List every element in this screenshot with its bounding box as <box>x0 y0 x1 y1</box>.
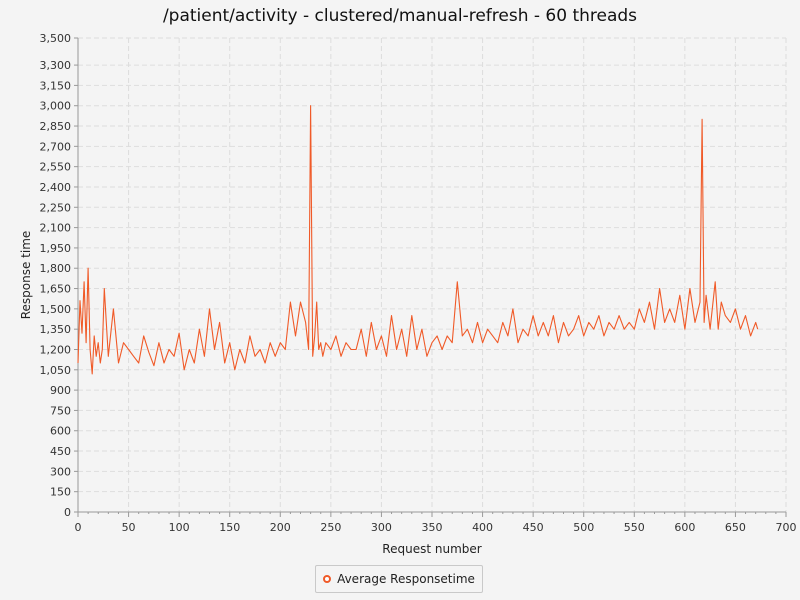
y-tick-label: 2,400 <box>40 181 72 194</box>
y-tick-label: 2,550 <box>40 161 72 174</box>
x-tick-label: 650 <box>725 521 746 534</box>
y-tick-label: 2,100 <box>40 222 72 235</box>
grid-lines <box>77 37 787 513</box>
y-tick-label: 3,500 <box>40 32 72 45</box>
x-tick-label: 450 <box>523 521 544 534</box>
y-tick-label: 1,800 <box>40 262 72 275</box>
x-axis-ticks: 0 50 100 150 200 250 300 350 400 450 500 550 600 650 7… <box>75 512 797 534</box>
y-tick-label: 1,950 <box>40 242 72 255</box>
x-tick-label: 200 <box>270 521 291 534</box>
chart-title: /patient/activity - clustered/manual-ref… <box>162 6 638 26</box>
y-axis-ticks: 0 150 300 450 600 750 900 1,050 1,200 1,350 1,500 1… <box>40 32 78 519</box>
y-axis-label: Response time <box>19 231 33 320</box>
legend-marker-icon <box>323 575 332 583</box>
series-line-average-responsetime <box>77 105 759 375</box>
legend[interactable]: Average Responsetime <box>315 565 483 593</box>
x-axis-label: Request number <box>382 542 481 556</box>
x-tick-label: 700 <box>776 521 797 534</box>
y-tick-label: 3,000 <box>40 100 72 113</box>
x-tick-label: 400 <box>472 521 493 534</box>
y-tick-label: 300 <box>50 465 71 478</box>
x-tick-label: 300 <box>371 521 392 534</box>
y-tick-label: 3,150 <box>40 79 72 92</box>
y-tick-label: 1,650 <box>40 283 72 296</box>
y-tick-label: 2,850 <box>40 120 72 133</box>
x-tick-label: 500 <box>573 521 594 534</box>
y-tick-label: 1,050 <box>40 364 72 377</box>
x-tick-label: 250 <box>320 521 341 534</box>
y-tick-label: 900 <box>50 384 71 397</box>
x-tick-label: 350 <box>422 521 443 534</box>
y-tick-label: 600 <box>50 425 71 438</box>
y-tick-label: 150 <box>50 486 71 499</box>
y-tick-label: 450 <box>50 445 71 458</box>
y-tick-label: 0 <box>64 506 71 519</box>
series-layer <box>77 105 759 375</box>
x-tick-label: 150 <box>219 521 240 534</box>
y-tick-label: 1,200 <box>40 343 72 356</box>
x-tick-label: 50 <box>122 521 136 534</box>
x-tick-label: 100 <box>169 521 190 534</box>
y-tick-label: 1,500 <box>40 303 72 316</box>
y-tick-label: 2,700 <box>40 140 72 153</box>
y-tick-label: 750 <box>50 404 71 417</box>
y-tick-label: 3,300 <box>40 59 72 72</box>
x-tick-label: 600 <box>674 521 695 534</box>
x-tick-label: 0 <box>75 521 82 534</box>
y-tick-label: 2,250 <box>40 201 72 214</box>
legend-label: Average Responsetime <box>337 572 475 586</box>
y-tick-label: 1,350 <box>40 323 72 336</box>
x-tick-label: 550 <box>624 521 645 534</box>
